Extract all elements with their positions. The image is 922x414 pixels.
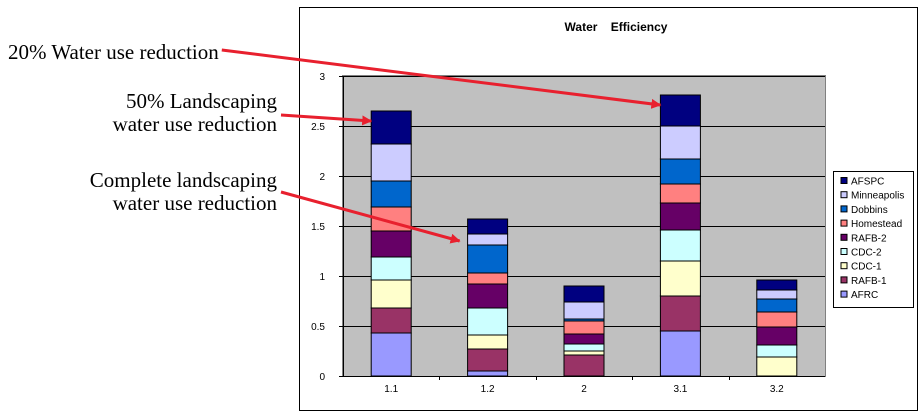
annotation-arrow: [221, 48, 662, 109]
bar-segment: [467, 233, 509, 246]
bar-segment: [756, 311, 798, 328]
bar-segment: [370, 279, 412, 309]
legend: AFSPC Minneapolis Dobbins Homestead RAFB-2 CD…: [833, 171, 914, 308]
bar-segment: [756, 289, 798, 300]
legend-label: Homestead: [851, 219, 902, 230]
bar-segment: [467, 348, 509, 372]
y-tick-label: 2.5: [311, 122, 325, 133]
bar-segment: [659, 260, 701, 297]
bar-segment: [756, 298, 798, 313]
y-tick-label: 1.5: [311, 222, 325, 233]
bar-segment: [563, 301, 605, 320]
annotation-line: 20% Water use reduction: [8, 40, 219, 64]
annotation-landscaping-reduction: 50% Landscaping water use reduction: [113, 90, 277, 136]
bar-segment: [563, 343, 605, 352]
bar-segment: [370, 110, 412, 145]
bar-segment: [659, 94, 701, 127]
legend-swatch: [840, 290, 848, 298]
legend-label: AFSPC: [851, 177, 884, 188]
legend-swatch: [840, 177, 848, 184]
legend-swatch: [840, 233, 848, 241]
bar-segment: [756, 279, 798, 291]
bar-segment: [659, 183, 701, 204]
bar-segment: [467, 334, 509, 350]
legend-label: RAFB-1: [851, 276, 887, 287]
bar-segment: [659, 330, 701, 377]
annotation-arrows: [221, 48, 662, 244]
bar-segment: [563, 333, 605, 345]
y-tick-label: 0: [319, 372, 325, 383]
bar-segment: [370, 180, 412, 208]
x-tick-label: 2: [581, 384, 587, 395]
annotation-water-use-reduction: 20% Water use reduction: [8, 41, 219, 64]
y-tick-label: 3: [319, 72, 325, 83]
chart-title: Water Efficiency: [565, 20, 668, 34]
bar-segment: [467, 283, 509, 309]
y-tick-label: 2: [319, 172, 325, 183]
bar-segment: [370, 143, 412, 182]
legend-swatch: [840, 248, 848, 255]
legend-label: CDC-2: [851, 248, 882, 259]
y-tick-label: 1: [319, 272, 325, 283]
bar-segment: [659, 125, 701, 160]
bar-segment: [756, 344, 798, 358]
bar-segment: [659, 295, 701, 332]
y-tick-label: 0.5: [311, 322, 325, 333]
bar-segment: [467, 218, 509, 235]
legend-swatch: [840, 191, 848, 199]
annotation-arrow: [280, 113, 373, 126]
bar-segment: [659, 202, 701, 231]
bar-segment: [467, 272, 509, 285]
bar-segment: [467, 370, 509, 377]
legend-swatch: [840, 219, 848, 227]
bar-segment: [563, 285, 605, 303]
bar-segment: [563, 350, 605, 356]
annotation-line: 50% Landscaping: [125, 89, 277, 113]
annotation-line: Complete landscaping: [89, 168, 277, 192]
bar-segment: [370, 307, 412, 334]
legend-label: Dobbins: [851, 205, 888, 216]
x-tick-label: 3.1: [673, 384, 687, 395]
bar-segment: [467, 244, 509, 274]
annotation-line: water use reduction: [112, 191, 277, 215]
bar-segment: [659, 229, 701, 262]
annotation-arrow: [280, 190, 461, 244]
bar-segment: [756, 356, 798, 377]
legend-swatch: [840, 262, 848, 270]
legend-label: CDC-1: [851, 262, 882, 273]
bar-segment: [659, 158, 701, 185]
legend-label: RAFB-2: [851, 233, 887, 244]
annotation-line: water use reduction: [112, 112, 277, 136]
x-tick-label: 1.1: [384, 384, 398, 395]
legend-label: Minneapolis: [851, 191, 904, 202]
bar-segment: [370, 332, 412, 377]
legend-swatch: [840, 276, 848, 284]
legend-swatch: [840, 205, 848, 213]
bar-segment: [756, 326, 798, 346]
annotation-complete-landscaping-reduction: Complete landscaping water use reduction: [90, 169, 277, 215]
bar-segment: [563, 320, 605, 335]
axes: 0 0.5 1 1.5 2 2.5 3 1.1 1.2 2 3.1 3.2: [311, 72, 825, 395]
bar-segment: [370, 256, 412, 281]
x-tick-label: 1.2: [481, 384, 495, 395]
bars: [370, 94, 798, 377]
legend-label: AFRC: [851, 290, 878, 301]
x-tick-label: 3.2: [770, 384, 784, 395]
bar-segment: [370, 230, 412, 258]
bar-segment: [563, 354, 605, 377]
bar-segment: [467, 307, 509, 336]
